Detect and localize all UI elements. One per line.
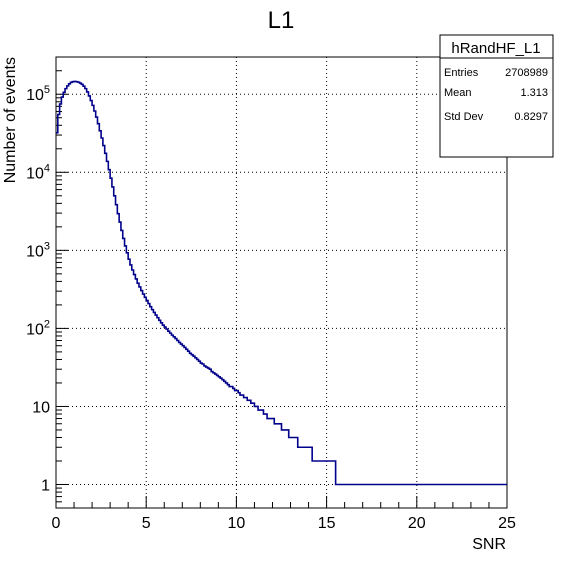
stats-box: hRandHF_L1 Entries 2708989 Mean 1.313 St… (439, 34, 554, 158)
plot-frame (55, 56, 508, 509)
stats-value-stddev: 0.8297 (514, 111, 548, 123)
grid-lines (56, 57, 507, 508)
y-tick-label: 102 (26, 318, 50, 338)
y-axis: 1 10 102 103 104 105 (26, 56, 68, 509)
x-axis-title: SNR (472, 536, 506, 553)
y-tick-label: 105 (26, 84, 50, 104)
x-tick-label: 0 (52, 515, 61, 532)
histogram-series-line (56, 80, 507, 486)
stats-label-entries: Entries (444, 67, 479, 79)
stats-box-frame (439, 34, 554, 158)
stats-label-mean: Mean (444, 87, 472, 99)
stats-box-name: hRandHF_L1 (451, 40, 540, 57)
x-tick-label: 5 (142, 515, 151, 532)
y-tick-label: 103 (26, 240, 50, 260)
x-tick-label: 25 (498, 515, 516, 532)
x-axis: 0 5 10 15 20 25 (52, 496, 516, 532)
x-tick-label: 10 (228, 515, 246, 532)
stats-value-mean: 1.313 (520, 87, 548, 99)
y-tick-label: 10 (32, 399, 50, 416)
x-tick-label: 15 (318, 515, 336, 532)
stats-value-entries: 2708989 (505, 67, 548, 79)
y-tick-label: 104 (26, 162, 50, 182)
stats-label-stddev: Std Dev (444, 111, 484, 123)
y-tick-label: 1 (41, 478, 50, 495)
y-axis-title: Number of events (2, 57, 19, 183)
chart-title: L1 (268, 7, 295, 34)
x-tick-label: 20 (408, 515, 426, 532)
